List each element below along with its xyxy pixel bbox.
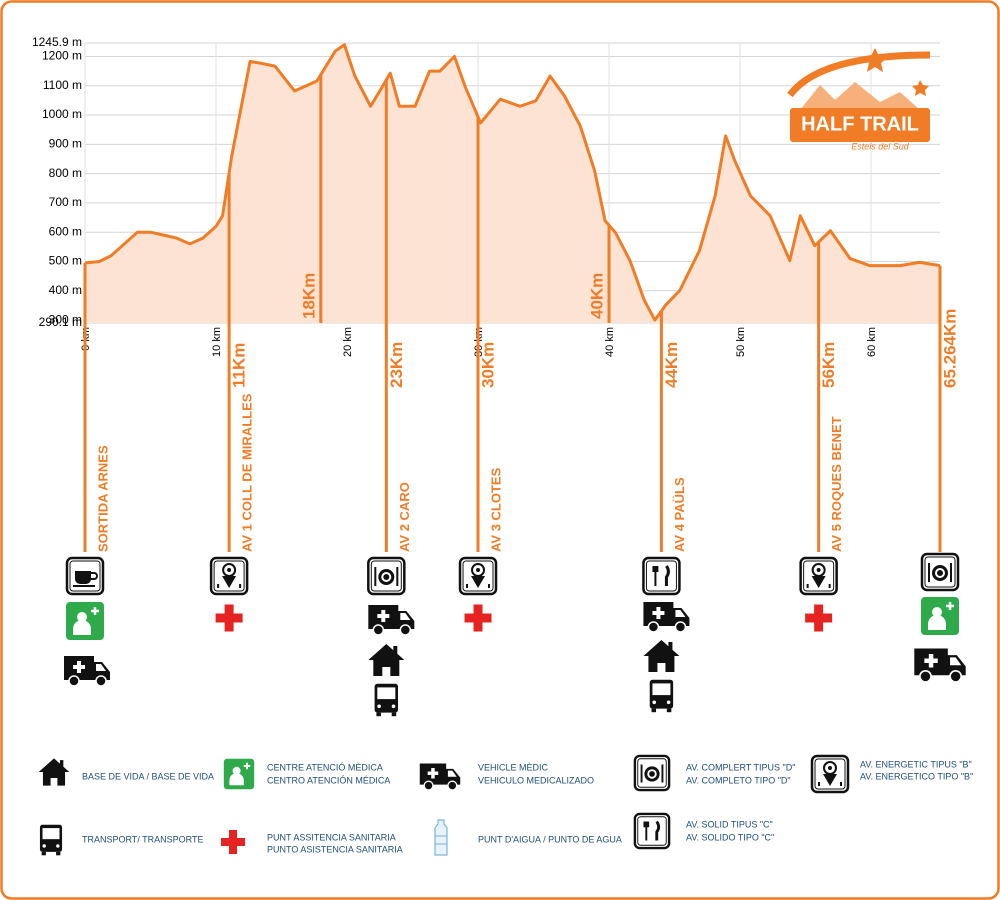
- legend-text: BASE DE VIDA / BASE DE VIDA: [82, 771, 214, 781]
- checkpoint-name: AV 4 PAÜLS: [672, 477, 687, 552]
- elevation-area: [85, 44, 940, 323]
- checkpoint-icons: [914, 554, 965, 682]
- legend-text: AV. COMPLERT TIPUS "D": [686, 762, 795, 772]
- bottle-icon: [434, 819, 448, 856]
- ambulance-icon: [418, 761, 462, 790]
- km-label: 44Km: [662, 342, 681, 388]
- checkpoint-name: AV 2 CARO: [397, 482, 412, 552]
- y-tick-label: 290.1 m: [39, 315, 82, 329]
- logo-title: HALF TRAIL: [801, 113, 919, 135]
- x-tick-label: 40 km: [604, 327, 616, 357]
- bus-icon: [649, 679, 674, 713]
- checkpoint-icons: [62, 558, 112, 686]
- home-icon: [643, 640, 680, 672]
- checkpoint-icons: [366, 558, 417, 717]
- checkpoint-name: AV 5 ROQUES BENET: [829, 416, 844, 552]
- legend-text: PUNT ASSITENCIA SANITARIA: [267, 832, 396, 842]
- legend-text: VEHICULO MEDICALIZADO: [478, 775, 594, 785]
- legend: BASE DE VIDA / BASE DE VIDA CENTRE ATENC…: [38, 756, 973, 856]
- km-label: 40Km: [588, 273, 607, 319]
- cross-icon: [221, 830, 245, 854]
- legend-text: AV. ENERGETIC TIPUS "B": [860, 759, 972, 769]
- ambulance-icon: [366, 603, 417, 635]
- complete-icon: [922, 554, 958, 590]
- complete-icon: [635, 756, 669, 790]
- bus-icon: [374, 683, 399, 717]
- energetic-icon: [211, 558, 247, 594]
- y-tick-label: 600 m: [49, 224, 82, 238]
- checkpoint-icons: [211, 558, 247, 632]
- complete-icon: [368, 558, 404, 594]
- logo: HALF TRAIL Estels del Sud: [787, 48, 931, 151]
- checkpoint-icons: [801, 558, 837, 632]
- y-tick-label: 900 m: [49, 137, 82, 151]
- km-label: 11Km: [230, 343, 249, 388]
- cross-icon: [464, 604, 492, 632]
- y-tick-label: 1245.9 m: [32, 35, 82, 49]
- km-label: 18Km: [299, 273, 318, 319]
- ambulance-icon: [62, 654, 112, 686]
- x-tick-label: 60 km: [866, 327, 878, 357]
- y-tick-label: 1200 m: [42, 49, 82, 63]
- medic-icon: [65, 601, 105, 641]
- ambulance-icon: [914, 648, 965, 682]
- y-tick-label: 800 m: [49, 166, 82, 180]
- km-label: 56Km: [819, 342, 838, 388]
- y-tick-label: 400 m: [49, 283, 82, 297]
- y-tick-label: 700 m: [49, 195, 82, 209]
- x-tick-label: 50 km: [735, 327, 747, 357]
- km-label: 30Km: [479, 342, 498, 388]
- logo-subtitle: Estels del Sud: [851, 141, 910, 151]
- checkpoint-icons: [641, 558, 692, 713]
- medic-icon: [920, 596, 960, 636]
- checkpoint-name: AV 1 COLL DE MIRALLES: [240, 393, 255, 552]
- checkpoint-icons: [460, 558, 496, 632]
- solid-icon: [635, 814, 669, 848]
- energetic-icon: [801, 558, 837, 594]
- legend-text: AV. SOLID TIPUS "C": [686, 819, 773, 829]
- y-tick-label: 1100 m: [43, 78, 82, 92]
- ambulance-icon: [641, 600, 692, 632]
- km-label: 65.264Km: [940, 309, 959, 388]
- cross-icon: [215, 604, 243, 632]
- y-tick-label: 300 m: [49, 312, 82, 326]
- legend-text: PUNT D'AIGUA / PUNTO DE AGUA: [478, 834, 622, 844]
- cross-icon: [805, 604, 833, 632]
- checkpoint-name: AV 3 CLOTES: [488, 467, 503, 552]
- legend-text: CENTRO ATENCIÓN MÉDICA: [267, 775, 390, 785]
- elevation-line: [84, 43, 941, 322]
- solid-icon: [643, 558, 679, 594]
- km-label: 23Km: [387, 342, 406, 388]
- x-tick-label: 10 km: [211, 327, 223, 357]
- legend-text: CENTRE ATENCIÓ MÈDICA: [267, 762, 383, 772]
- home-icon: [368, 644, 405, 676]
- y-tick-label: 500 m: [49, 254, 82, 268]
- home-icon: [38, 758, 70, 786]
- legend-text: AV. COMPLETO TIPO "D": [686, 775, 791, 785]
- x-tick-label: 20 km: [342, 327, 354, 357]
- coffee-icon: [67, 558, 103, 594]
- legend-text: AV. SOLIDO TIPO "C": [686, 832, 774, 842]
- legend-text: AV. ENERGETICO TIPO "B": [860, 771, 973, 781]
- checkpoint-name: SORTIDA ARNES: [95, 445, 110, 552]
- legend-text: VEHICLE MÈDIC: [478, 762, 549, 772]
- y-tick-label: 1000 m: [42, 107, 82, 121]
- bus-icon: [39, 824, 63, 856]
- energetic-icon: [812, 756, 848, 792]
- medic-icon: [223, 758, 255, 790]
- energetic-icon: [460, 558, 496, 594]
- legend-text: TRANSPORT/ TRANSPORTE: [82, 834, 204, 844]
- legend-text: PUNTO ASISTENCIA SANITARIA: [267, 844, 403, 854]
